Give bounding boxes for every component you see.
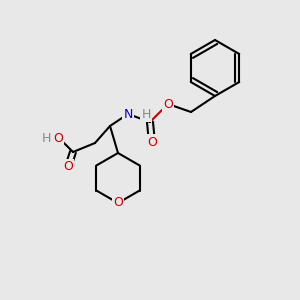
Text: O: O: [113, 196, 123, 209]
Text: O: O: [63, 160, 73, 173]
Text: O: O: [163, 98, 173, 110]
Text: N: N: [123, 107, 133, 121]
Text: O: O: [147, 136, 157, 148]
Text: H: H: [41, 133, 51, 146]
Text: H: H: [141, 107, 151, 121]
Text: O: O: [53, 133, 63, 146]
